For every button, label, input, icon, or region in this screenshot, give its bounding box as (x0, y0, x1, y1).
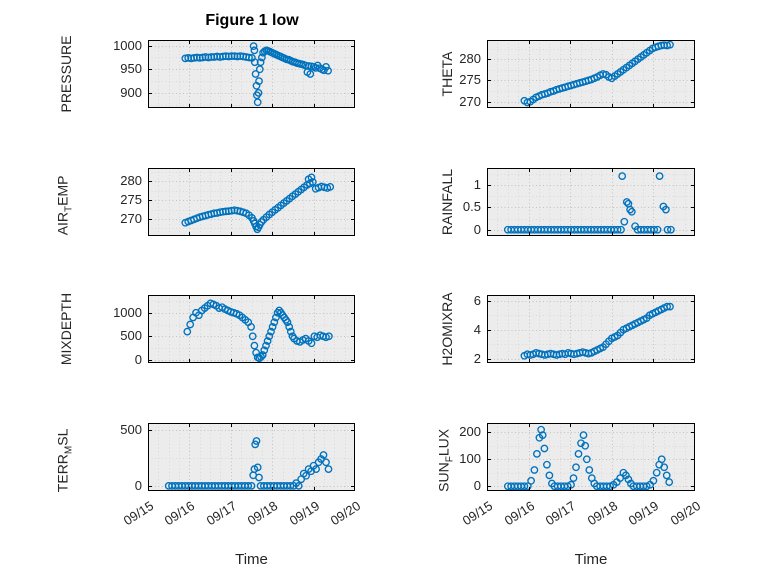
grid-lines (487, 423, 695, 491)
y-tick-label: 1000 (113, 304, 142, 320)
plot-area-theta (487, 40, 695, 108)
y-tick-label: 1 (473, 177, 481, 192)
y-tick-label: 0.5 (462, 199, 481, 215)
y-tick-label: 900 (120, 84, 142, 100)
y-tick-label: 4 (473, 321, 481, 337)
data-points (181, 42, 332, 107)
y-tick-label: 275 (120, 192, 142, 208)
y-tick-label: 280 (120, 173, 142, 189)
y-tick-label: 280 (459, 51, 481, 67)
y-tick-label: 0 (134, 477, 142, 493)
data-points (520, 40, 674, 107)
plot-area-mixdepth (148, 295, 355, 363)
y-tick-label: 500 (120, 328, 142, 344)
y-tick-label: 275 (459, 72, 481, 88)
plot-area-pressure (148, 40, 355, 108)
y-tick-label: 1000 (113, 37, 142, 53)
data-points (181, 173, 335, 234)
y-tick-label: 6 (473, 292, 481, 308)
data-points (183, 299, 333, 363)
x-axis-label-left: Time (235, 551, 268, 568)
y-tick-label: 100 (459, 451, 481, 467)
grid-lines (487, 168, 695, 236)
plot-area-terr-msl (148, 423, 355, 491)
grid-lines (487, 40, 695, 108)
y-tick-label: 2 (473, 350, 481, 366)
y-tick-label: 500 (120, 421, 142, 437)
y-tick-label: 0 (473, 478, 481, 494)
y-tick-label: 0 (134, 351, 142, 367)
y-tick-label: 950 (120, 61, 142, 77)
y-tick-label: 270 (120, 211, 142, 226)
grid-lines (148, 40, 355, 108)
data-points (503, 172, 675, 234)
plot-area-air-temp (148, 168, 355, 236)
x-axis-label-right: Time (574, 551, 608, 568)
plot-area-rainfall (487, 168, 695, 236)
plot-area-sun-flux (487, 423, 695, 491)
data-points (164, 437, 333, 490)
y-tick-label: 200 (459, 424, 481, 440)
ylabel-terr-msl: TERRMSL (54, 428, 75, 493)
figure-title: Figure 1 low (205, 12, 299, 29)
plot-area-h2omixra (487, 295, 695, 363)
y-tick-label: 0 (473, 221, 481, 237)
data-points (520, 302, 674, 360)
grid-lines (148, 423, 355, 491)
data-points (503, 425, 674, 491)
y-tick-label: 270 (459, 93, 481, 109)
